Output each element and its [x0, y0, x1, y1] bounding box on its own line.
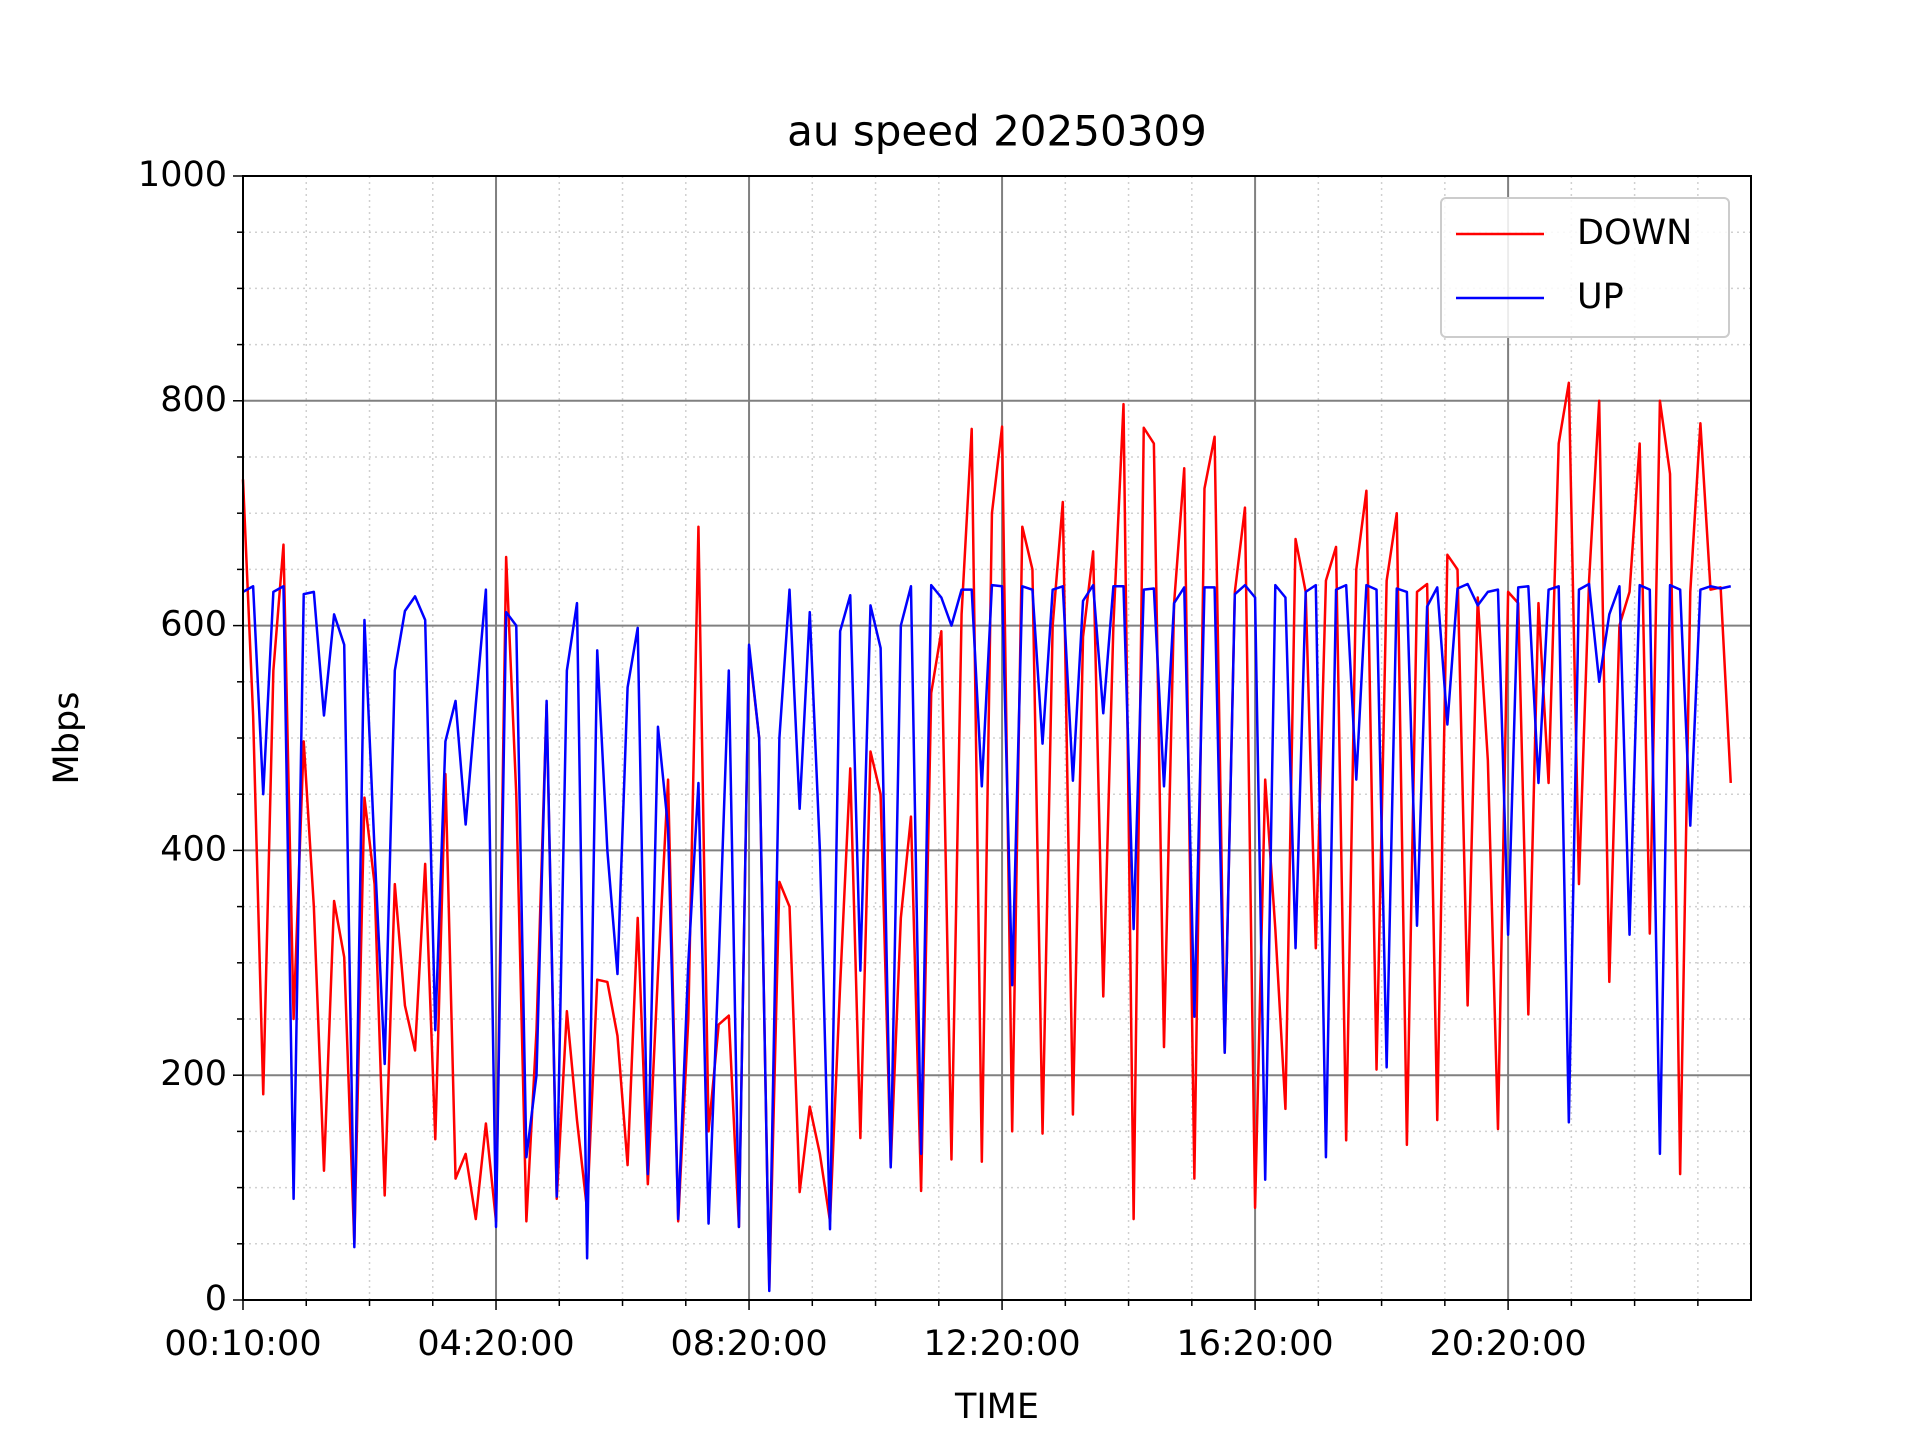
chart-title: au speed 20250309: [787, 107, 1207, 156]
plot-frame: [242, 175, 1752, 1301]
y-tick-label: 200: [160, 1054, 227, 1094]
x-tick-label: 00:10:00: [164, 1324, 321, 1364]
y-tick-label: 600: [160, 605, 227, 645]
y-tick-label: 400: [160, 829, 227, 869]
x-tick-label: 08:20:00: [670, 1324, 827, 1364]
legend-label: DOWN: [1577, 213, 1692, 253]
y-tick-label: 1000: [138, 155, 227, 195]
x-tick-label: 20:20:00: [1429, 1324, 1586, 1364]
y-tick-label: 800: [160, 380, 227, 420]
x-axis-label: TIME: [954, 1387, 1039, 1427]
x-tick-label: 04:20:00: [417, 1324, 574, 1364]
y-tick-label: 0: [205, 1279, 227, 1319]
data-line: [242, 582, 1732, 1293]
data-line: [241, 381, 1733, 1291]
legend-label: UP: [1577, 277, 1624, 317]
x-tick-label: 12:20:00: [923, 1324, 1080, 1364]
x-tick-label: 16:20:00: [1176, 1324, 1333, 1364]
y-axis-label: Mbps: [47, 692, 87, 785]
